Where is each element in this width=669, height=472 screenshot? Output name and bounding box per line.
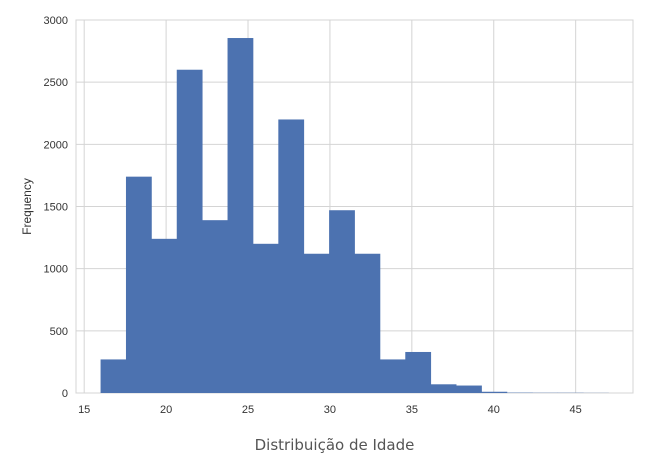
histogram-bar — [125, 176, 152, 393]
x-tick-label: 30 — [324, 404, 336, 416]
y-tick-label: 1000 — [44, 264, 68, 276]
x-tick-labels: 15 20 25 30 35 40 45 — [78, 404, 582, 416]
x-tick-label: 25 — [242, 404, 254, 416]
histogram-bar — [151, 238, 178, 393]
histogram-bar — [252, 243, 279, 393]
bars — [100, 38, 609, 394]
histogram-chart: 15 20 25 30 35 40 45 050010001500200025003000 … — [20, 15, 634, 416]
x-tick-label: 45 — [570, 404, 582, 416]
histogram-bar — [100, 359, 127, 393]
histogram-bar — [481, 391, 508, 393]
histogram-bar — [202, 220, 228, 393]
histogram-bar — [329, 210, 355, 393]
y-tick-label: 0 — [62, 388, 68, 400]
histogram-bar — [456, 385, 482, 393]
y-tick-label: 500 — [50, 326, 68, 338]
x-tick-label: 15 — [78, 404, 90, 416]
x-tick-label: 40 — [488, 404, 500, 416]
x-tick-label: 35 — [406, 404, 418, 416]
histogram-bar — [303, 253, 330, 393]
histogram-bar — [176, 69, 203, 393]
histogram-bar — [354, 253, 381, 393]
chart-caption: Distribuição de Idade — [254, 436, 415, 454]
histogram-bar — [430, 384, 457, 393]
y-axis-label: Frequency — [20, 178, 34, 235]
histogram-bar — [278, 119, 305, 393]
y-tick-label: 2500 — [44, 77, 68, 89]
histogram-bar — [379, 359, 406, 393]
y-tick-label: 2000 — [44, 139, 68, 151]
histogram-bar — [227, 38, 254, 394]
y-tick-label: 1500 — [44, 202, 68, 214]
histogram-bar — [405, 351, 432, 393]
grid — [75, 19, 634, 394]
y-tick-label: 3000 — [44, 15, 68, 27]
x-tick-label: 20 — [160, 404, 172, 416]
y-tick-labels: 0 500 1000 1500 2000 2500 3000 — [44, 15, 68, 400]
